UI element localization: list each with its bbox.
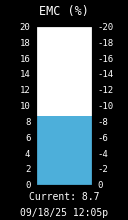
Text: EMC (%): EMC (%) (39, 6, 89, 18)
Text: Current: 8.7: Current: 8.7 (29, 192, 99, 202)
Bar (36, 116, 92, 185)
Text: 09/18/25 12:05p: 09/18/25 12:05p (20, 208, 108, 218)
